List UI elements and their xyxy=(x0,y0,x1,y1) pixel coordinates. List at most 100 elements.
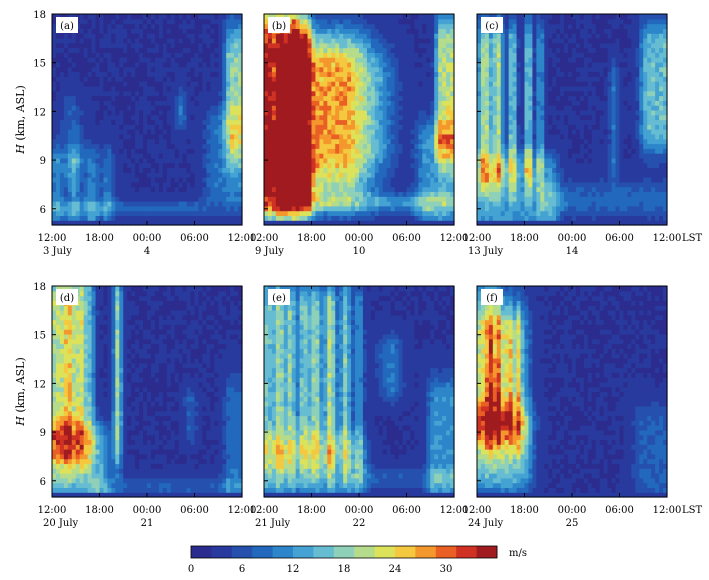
field-cell xyxy=(450,42,455,49)
field-cell xyxy=(315,114,321,121)
field-cell xyxy=(123,14,128,20)
field-cell xyxy=(55,57,61,63)
field-cell xyxy=(291,143,297,149)
field-cell xyxy=(335,18,340,25)
field-cell xyxy=(158,124,164,130)
field-cell xyxy=(154,52,160,58)
field-cell xyxy=(508,28,514,34)
field-cell xyxy=(319,138,324,145)
field-cell xyxy=(115,157,120,164)
field-cell xyxy=(426,14,431,20)
field-cell xyxy=(214,167,219,173)
field-cell xyxy=(150,109,156,116)
field-cell xyxy=(178,90,184,97)
field-cell xyxy=(287,33,293,39)
field-cell xyxy=(480,52,486,58)
field-cell xyxy=(532,114,537,121)
field-cell xyxy=(182,133,188,140)
field-cell xyxy=(238,71,243,77)
field-cell xyxy=(410,23,416,29)
field-cell xyxy=(198,37,204,44)
field-cell xyxy=(426,23,431,29)
field-cell xyxy=(218,42,223,49)
field-cell xyxy=(198,181,204,188)
field-cell xyxy=(131,162,136,169)
field-cell xyxy=(536,196,541,202)
field-cell xyxy=(339,177,344,183)
field-cell xyxy=(63,81,69,87)
field-cell xyxy=(158,23,164,29)
field-cell xyxy=(222,191,227,197)
field-cell xyxy=(119,153,124,159)
field-cell xyxy=(111,18,116,25)
field-cell xyxy=(275,186,281,193)
field-cell xyxy=(386,119,392,125)
field-cell xyxy=(370,162,376,169)
field-cell xyxy=(484,61,490,68)
field-cell xyxy=(194,177,200,183)
field-cell xyxy=(127,186,132,193)
field-cell xyxy=(327,23,332,29)
field-cell xyxy=(218,109,223,116)
field-cell xyxy=(323,196,328,202)
field-cell xyxy=(131,167,136,173)
field-cell xyxy=(234,37,239,44)
field-cell xyxy=(135,100,140,106)
field-cell xyxy=(103,162,109,169)
field-cell xyxy=(295,66,301,73)
field-cell xyxy=(75,85,81,92)
field-cell xyxy=(198,28,204,34)
field-cell xyxy=(83,153,89,159)
field-cell xyxy=(540,210,545,217)
field-cell xyxy=(139,61,144,68)
field-cell xyxy=(343,95,348,101)
field-cell xyxy=(508,90,514,97)
field-cell xyxy=(366,95,372,101)
field-cell xyxy=(226,133,231,140)
field-cell xyxy=(71,177,77,183)
field-cell xyxy=(99,201,105,207)
field-cell xyxy=(55,177,61,183)
field-cell xyxy=(154,157,160,164)
field-cell xyxy=(99,167,105,173)
field-cell xyxy=(59,37,65,44)
field-cell xyxy=(52,14,57,20)
field-cell xyxy=(480,162,486,169)
field-cell xyxy=(295,162,301,169)
field-cell xyxy=(343,119,348,125)
field-cell xyxy=(500,52,506,58)
field-cell xyxy=(59,52,65,58)
field-cell xyxy=(516,196,522,202)
field-cell xyxy=(406,37,412,44)
field-cell xyxy=(119,119,124,125)
x-tick-label: 12:00 xyxy=(228,233,257,244)
field-cell xyxy=(143,177,148,183)
field-cell xyxy=(307,47,313,53)
field-cell xyxy=(214,57,219,63)
field-cell xyxy=(178,76,184,82)
field-cell xyxy=(206,129,211,135)
field-cell xyxy=(355,201,360,207)
field-cell xyxy=(275,210,281,217)
field-cell xyxy=(512,28,518,34)
field-cell xyxy=(500,114,506,121)
field-cell xyxy=(139,100,144,106)
field-cell xyxy=(79,157,85,164)
field-cell xyxy=(359,124,364,130)
field-cell xyxy=(362,119,368,125)
field-cell xyxy=(210,47,215,53)
field-cell xyxy=(158,172,164,178)
field-cell xyxy=(87,167,93,173)
field-cell xyxy=(410,124,416,130)
field-cell xyxy=(477,28,482,34)
field-cell xyxy=(480,143,486,149)
panel-tag: (b) xyxy=(272,21,286,32)
field-cell xyxy=(67,33,73,39)
field-cell xyxy=(139,153,144,159)
field-cell xyxy=(162,196,168,202)
field-cell xyxy=(75,162,81,169)
field-cell xyxy=(59,81,65,87)
field-cell xyxy=(374,18,380,25)
field-cell xyxy=(230,124,235,130)
